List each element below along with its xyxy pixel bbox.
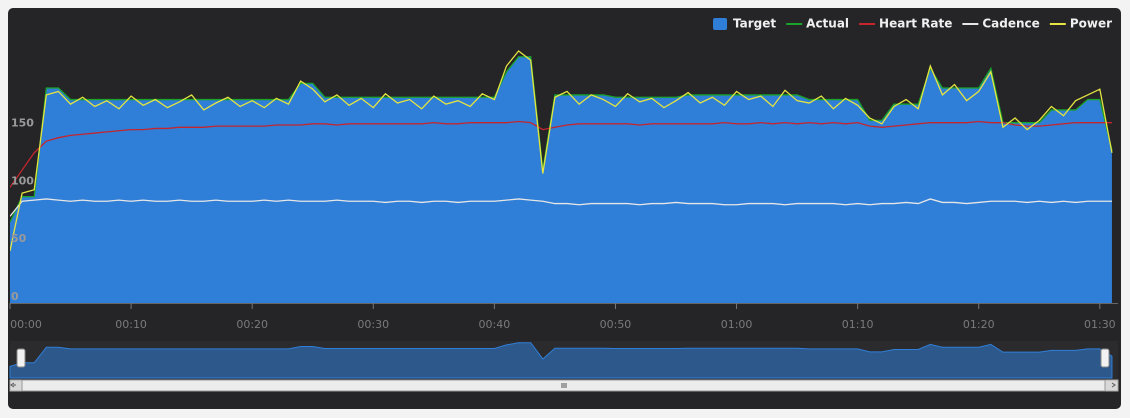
legend-label: Actual bbox=[806, 17, 849, 31]
scrollbar-grip bbox=[561, 383, 567, 388]
navigator-handle-left[interactable] bbox=[16, 348, 26, 368]
navigator bbox=[9, 342, 1113, 379]
legend-item[interactable]: Heart Rate bbox=[859, 17, 952, 31]
line-series bbox=[10, 198, 1112, 217]
legend: Target Actual Heart Rate Cadence Power bbox=[713, 17, 1112, 31]
axes: 0 50 100 150 00:00 00:10 00:20 00:30 00:40 00:50 0… bbox=[9, 117, 1118, 331]
x-tick-label: 00:50 bbox=[600, 318, 632, 331]
scroll-right[interactable] bbox=[1111, 382, 1116, 388]
line-series bbox=[10, 120, 1112, 188]
legend-label: Cadence bbox=[982, 17, 1039, 31]
x-tick-label: 00:20 bbox=[236, 318, 268, 331]
line-series bbox=[10, 50, 1113, 252]
area-series bbox=[10, 56, 1112, 303]
x-tick-label: 00:40 bbox=[479, 318, 511, 331]
y-tick-label: 150 bbox=[11, 117, 34, 130]
legend-item[interactable]: Power bbox=[1049, 17, 1112, 31]
y-tick-label: 0 bbox=[11, 290, 19, 303]
legend-item[interactable]: Actual bbox=[786, 17, 849, 31]
navigator-handle-right[interactable] bbox=[1100, 348, 1110, 368]
legend-item[interactable]: Cadence bbox=[962, 17, 1040, 31]
legend-label: Heart Rate bbox=[879, 17, 952, 31]
x-tick-label: 01:20 bbox=[963, 318, 995, 331]
x-tick-label: 01:30 bbox=[1084, 318, 1116, 331]
legend-label: Target bbox=[733, 17, 776, 31]
x-tick-label: 00:10 bbox=[115, 318, 147, 331]
x-tick-label: 00:00 bbox=[10, 318, 42, 331]
legend-item[interactable]: Target bbox=[713, 17, 776, 31]
x-tick-label: 01:10 bbox=[842, 318, 874, 331]
y-tick-label: 50 bbox=[11, 232, 27, 245]
y-tick-label: 100 bbox=[11, 174, 34, 187]
plot-area bbox=[10, 50, 1113, 303]
x-tick-label: 00:30 bbox=[357, 318, 389, 331]
legend-swatch bbox=[713, 18, 728, 30]
x-tick-label: 01:00 bbox=[721, 318, 753, 331]
navigator-series bbox=[9, 342, 1113, 379]
scroll-left[interactable] bbox=[10, 382, 16, 388]
legend-label: Power bbox=[1070, 17, 1112, 31]
